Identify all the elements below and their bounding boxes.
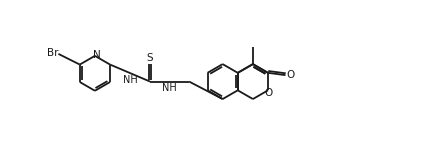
Text: O: O: [265, 88, 272, 98]
Text: O: O: [287, 70, 295, 80]
Text: N: N: [93, 50, 100, 60]
Text: S: S: [147, 53, 153, 63]
Text: NH: NH: [124, 75, 138, 85]
Text: Br: Br: [47, 48, 58, 58]
Text: NH: NH: [162, 83, 177, 93]
